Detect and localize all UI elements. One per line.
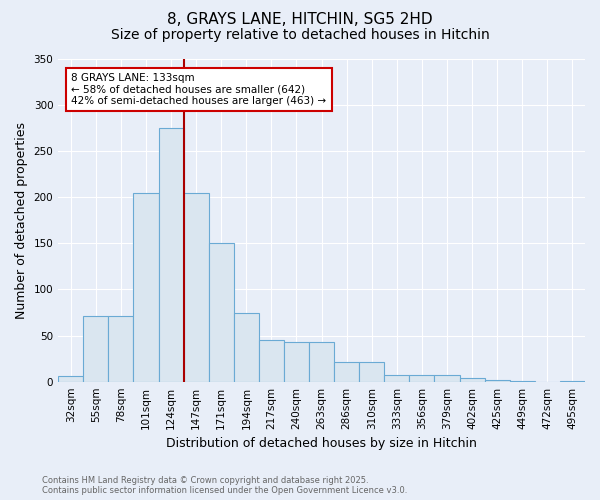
Bar (334, 362, 359, 382)
Bar (510, 381, 535, 382)
Bar (485, 380, 510, 382)
Bar (158, 128, 184, 382)
Bar (409, 375, 434, 382)
Text: 8 GRAYS LANE: 133sqm
← 58% of detached houses are smaller (642)
42% of semi-deta: 8 GRAYS LANE: 133sqm ← 58% of detached h… (71, 73, 326, 106)
Y-axis label: Number of detached properties: Number of detached properties (15, 122, 28, 319)
Bar (58, 376, 83, 382)
Bar (133, 192, 158, 382)
Bar (309, 342, 334, 382)
Text: Contains HM Land Registry data © Crown copyright and database right 2025.
Contai: Contains HM Land Registry data © Crown c… (42, 476, 407, 495)
Bar (359, 362, 385, 382)
Bar (259, 340, 284, 382)
Bar (109, 316, 133, 382)
Bar (560, 381, 585, 382)
Bar (385, 375, 409, 382)
X-axis label: Distribution of detached houses by size in Hitchin: Distribution of detached houses by size … (166, 437, 477, 450)
Bar (234, 312, 259, 382)
Text: 8, GRAYS LANE, HITCHIN, SG5 2HD: 8, GRAYS LANE, HITCHIN, SG5 2HD (167, 12, 433, 28)
Bar (460, 378, 485, 382)
Bar (83, 316, 109, 382)
Bar (284, 342, 309, 382)
Bar (184, 192, 209, 382)
Bar (434, 375, 460, 382)
Bar (209, 244, 234, 382)
Text: Size of property relative to detached houses in Hitchin: Size of property relative to detached ho… (110, 28, 490, 42)
